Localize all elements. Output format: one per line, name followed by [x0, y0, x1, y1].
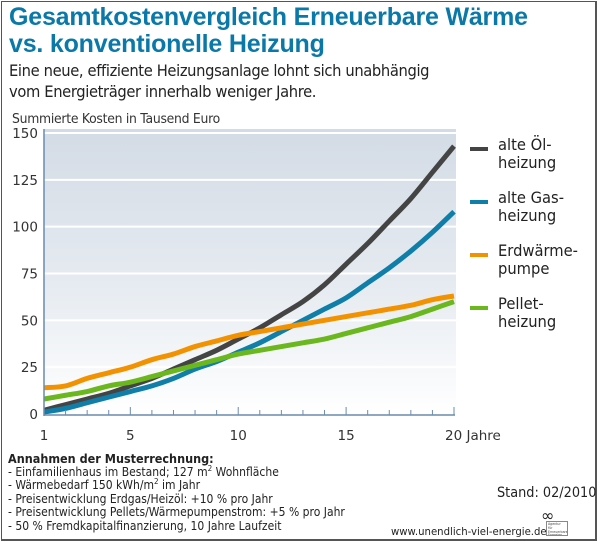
note-item: - Wärmebedarf 150 kWh/m2 im Jahr [8, 477, 201, 493]
date-stamp: Stand: 02/2010 [497, 485, 597, 501]
legend-label-pellet: Pellet- heizung [498, 294, 557, 331]
series-line-pellet [43, 299, 455, 402]
logo-text: Agentur für Erneuerbare Energien [546, 521, 568, 536]
y-axis-label: Summierte Kosten in Tausend Euro [12, 111, 220, 127]
x-tick-labels: 1 5 10 15 20 Jahre [40, 428, 501, 444]
note-item: - Einfamilienhaus im Bestand; 127 m2 Woh… [8, 463, 279, 479]
note-item: - Preisentwicklung Erdgas/Heizöl: +10 % … [8, 491, 273, 506]
series-lines [43, 144, 456, 415]
assumptions-notes: Annahmen der Musterrechnung: - Einfamili… [8, 452, 345, 534]
y-tick-labels: 0 25 50 75 100 125 150 [12, 126, 38, 423]
x-tick-label: 1 [40, 428, 49, 444]
series-line-gas [43, 209, 456, 415]
title-line-2: vs. konventionelle Heizung [9, 30, 325, 58]
x-tick-label: 15 [338, 428, 355, 444]
legend-label-geothermal: Erdwärme- pumpe [498, 241, 578, 278]
note-item: - Preisentwicklung Pellets/Wärmepumpenst… [8, 505, 345, 520]
y-tick-label: 0 [29, 407, 38, 423]
chart-title: Gesamtkostenvergleich Erneuerbare Wärme … [9, 4, 528, 58]
legend-label-oil: alte Öl- heizung [498, 135, 557, 172]
legend-swatch-geothermal [470, 253, 488, 257]
title-line-1: Gesamtkostenvergleich Erneuerbare Wärme [9, 3, 528, 31]
x-tick-label: 10 [230, 428, 247, 444]
y-tick-label: 100 [12, 220, 38, 236]
y-tick-label: 25 [21, 360, 38, 376]
notes-heading: Annahmen der Musterrechnung: [8, 451, 214, 466]
legend-swatch-oil [470, 147, 488, 151]
x-tick-label: 5 [126, 428, 135, 444]
subtitle-line-2: vom Energieträger innerhalb weniger Jahr… [9, 82, 317, 101]
x-tick-label: 20 Jahre [445, 428, 501, 444]
source-url[interactable]: www.unendlich-viel-energie.de [391, 525, 547, 538]
note-item: - 50 % Fremdkapitalfinanzierung, 10 Jahr… [8, 518, 282, 533]
agency-logo: ∞ Agentur für Erneuerbare Energien [541, 506, 593, 538]
subtitle-line-1: Eine neue, effiziente Heizungsanlage loh… [9, 61, 430, 80]
y-tick-label: 125 [12, 173, 38, 189]
chart-subtitle: Eine neue, effiziente Heizungsanlage loh… [9, 60, 430, 102]
y-tick-label: 50 [21, 313, 38, 329]
legend-swatch-gas [470, 200, 488, 204]
legend-label-gas: alte Gas- heizung [498, 188, 565, 225]
series-line-geothermal [43, 293, 455, 391]
y-tick-label: 75 [21, 267, 38, 283]
axes [43, 129, 455, 416]
y-tick-label: 150 [12, 126, 38, 142]
legend-swatch-pellet [470, 306, 488, 310]
